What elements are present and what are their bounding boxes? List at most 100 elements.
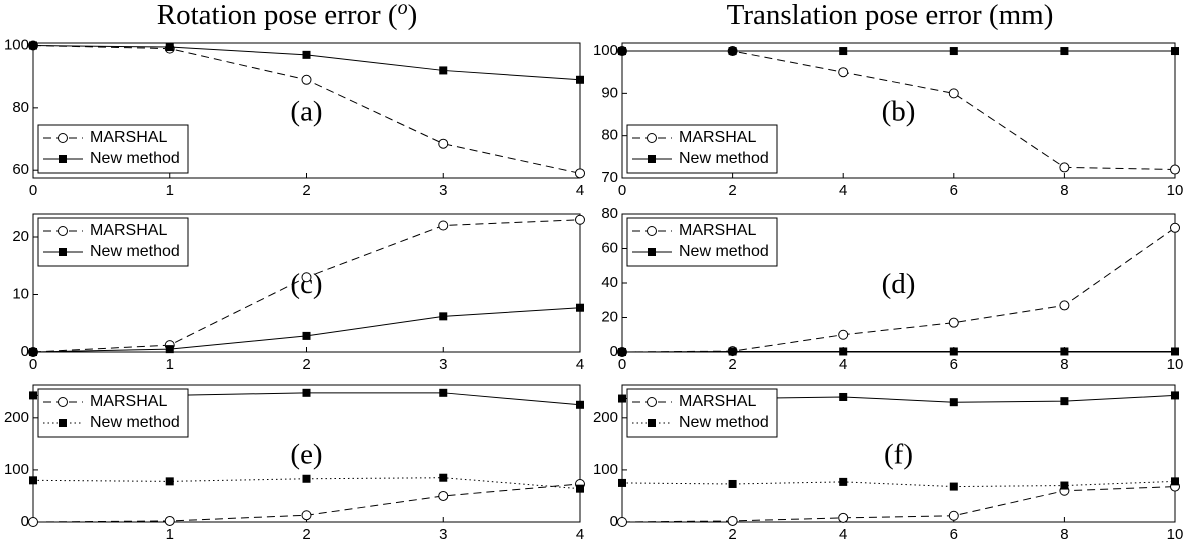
- series-line: [32, 307, 581, 353]
- y-tick-label: 60: [12, 161, 29, 178]
- x-tick-label: 3: [439, 356, 447, 373]
- x-tick-label: 2: [728, 526, 736, 543]
- legend-label: MARSHAL: [90, 129, 167, 146]
- y-tick-label: 20: [601, 308, 618, 325]
- y-tick-label: 60: [601, 239, 618, 256]
- x-tick-label: 4: [576, 526, 584, 543]
- x-tick-label: 2: [302, 526, 310, 543]
- legend: MARSHAL New method: [626, 124, 778, 174]
- marker: [1171, 47, 1179, 56]
- marker: [1171, 391, 1179, 400]
- x-tick-label: 8: [1060, 526, 1068, 543]
- marker: [617, 517, 627, 527]
- marker: [58, 133, 68, 143]
- marker: [165, 477, 174, 486]
- legend-label: New method: [90, 150, 180, 167]
- marker: [302, 331, 311, 340]
- series-line: [32, 44, 581, 81]
- marker: [29, 348, 37, 356]
- title-part: ): [408, 0, 418, 31]
- marker: [728, 47, 737, 56]
- x-tick-label: 6: [950, 182, 958, 199]
- marker: [165, 345, 174, 354]
- plot-frame: [621, 384, 1176, 523]
- y-tick-label: 100: [4, 461, 29, 478]
- legend-label: New method: [679, 414, 769, 431]
- legend-label: MARSHAL: [679, 222, 756, 239]
- marker: [948, 510, 959, 521]
- marker: [439, 312, 448, 321]
- marker: [58, 226, 68, 236]
- legend-label: MARSHAL: [90, 222, 167, 239]
- marker: [439, 66, 448, 75]
- legend: MARSHAL New method: [626, 388, 778, 438]
- x-tick-label: 10: [1167, 182, 1184, 199]
- marker: [948, 317, 959, 328]
- x-tick-label: 2: [728, 182, 736, 199]
- marker: [575, 214, 585, 225]
- x-tick-label: 10: [1167, 526, 1184, 543]
- marker: [1059, 300, 1070, 311]
- marker: [438, 138, 449, 149]
- y-tick-label: 20: [12, 228, 29, 245]
- x-tick-label: 6: [950, 526, 958, 543]
- x-tick-label: 0: [29, 182, 37, 199]
- marker: [647, 397, 657, 407]
- legend: MARSHAL New method: [37, 388, 189, 438]
- y-tick-label: 80: [601, 205, 618, 222]
- title-part: Rotation pose error (: [157, 0, 398, 31]
- marker: [1060, 481, 1069, 490]
- x-tick-label: 4: [576, 356, 584, 373]
- marker: [839, 477, 848, 486]
- marker: [165, 43, 174, 52]
- y-tick-label: 90: [601, 84, 618, 101]
- marker: [727, 515, 738, 526]
- marker: [438, 220, 449, 231]
- x-tick-label: 4: [576, 182, 584, 199]
- panel-label: (f): [884, 439, 913, 471]
- x-tick-label: 2: [302, 182, 310, 199]
- marker: [1060, 347, 1069, 356]
- series-line: [621, 350, 1175, 353]
- marker: [839, 347, 848, 356]
- legend-label: New method: [90, 414, 180, 431]
- x-tick-label: 2: [728, 356, 736, 373]
- column-title: Translation pose error (mm): [727, 0, 1054, 31]
- legend-label: MARSHAL: [90, 393, 167, 410]
- y-tick-label: 80: [12, 99, 29, 116]
- marker: [1170, 222, 1180, 233]
- marker: [576, 400, 584, 409]
- x-tick-label: 6: [950, 356, 958, 373]
- marker: [576, 484, 584, 493]
- marker: [59, 155, 67, 163]
- y-tick-label: 100: [593, 42, 618, 59]
- x-tick-label: 4: [839, 356, 847, 373]
- y-tick-label: 200: [593, 409, 618, 426]
- series-line: [621, 480, 1176, 488]
- y-tick-label: 0: [21, 343, 29, 360]
- x-tick-label: 1: [166, 182, 174, 199]
- x-tick-label: 8: [1060, 182, 1068, 199]
- marker: [438, 490, 449, 501]
- marker: [647, 133, 657, 143]
- marker: [575, 168, 585, 179]
- legend: MARSHAL New method: [37, 124, 189, 174]
- marker: [728, 347, 737, 356]
- marker: [949, 398, 958, 407]
- marker: [618, 348, 626, 356]
- marker: [59, 419, 67, 427]
- x-tick-label: 0: [29, 356, 37, 373]
- x-tick-label: 4: [839, 182, 847, 199]
- x-tick-label: 0: [618, 356, 626, 373]
- title-superscript: o: [398, 0, 408, 19]
- legend-label: MARSHAL: [679, 129, 756, 146]
- marker: [1171, 347, 1179, 356]
- panel-label: (b): [882, 96, 916, 128]
- marker: [1060, 47, 1069, 56]
- y-tick-label: 0: [610, 343, 618, 360]
- marker: [164, 515, 175, 526]
- series-line: [621, 486, 1176, 523]
- marker: [948, 88, 959, 99]
- marker: [439, 388, 448, 397]
